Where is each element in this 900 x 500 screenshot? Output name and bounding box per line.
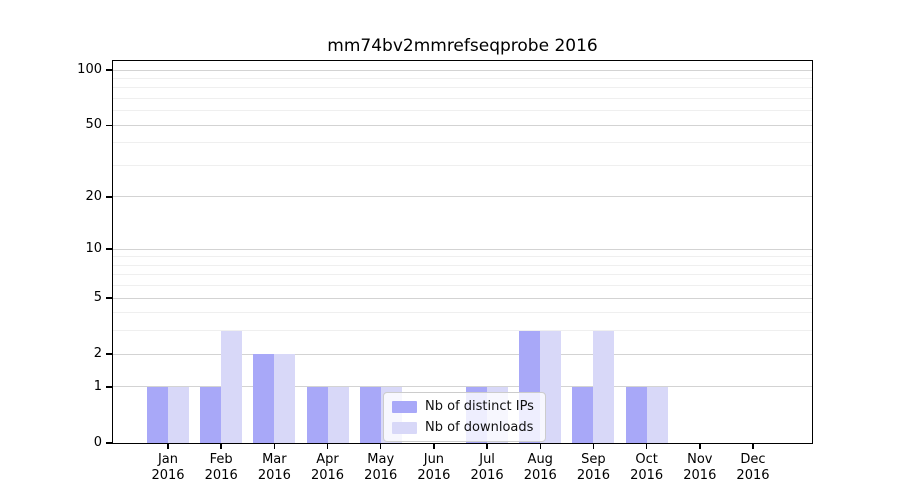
legend-label-downloads: Nb of downloads	[425, 420, 534, 435]
legend-item-downloads: Nb of downloads	[392, 420, 537, 435]
y-tick-5	[106, 297, 113, 299]
bar-distinct-ips-oct	[625, 386, 647, 443]
bar-distinct-ips-apr	[306, 386, 328, 443]
minor-gridline	[113, 98, 812, 100]
x-tick-apr	[326, 443, 329, 449]
legend-swatch-distinct-ips	[392, 400, 417, 413]
x-tick-oct	[645, 443, 648, 449]
minor-gridline	[113, 77, 812, 79]
x-tick-label-nov: Nov 2016	[683, 452, 717, 483]
bar-distinct-ips-mar	[253, 354, 275, 443]
bar-downloads-oct	[646, 386, 668, 443]
y-tick-label-0: 0	[93, 435, 102, 450]
x-tick-label-may: May 2016	[364, 452, 398, 483]
y-tick-label-20: 20	[85, 188, 102, 204]
bar-downloads-feb	[221, 330, 243, 443]
x-tick-may	[379, 443, 382, 449]
y-tick-10	[106, 248, 113, 250]
minor-gridline	[113, 110, 812, 112]
major-gridline-10	[113, 248, 812, 250]
x-tick-label-oct: Oct 2016	[630, 452, 664, 483]
y-tick-100	[106, 69, 113, 71]
major-gridline-100	[113, 69, 812, 71]
x-tick-dec	[752, 443, 754, 449]
y-tick-label-2: 2	[93, 346, 102, 362]
major-gridline-2	[113, 353, 812, 355]
x-tick-jan	[167, 443, 169, 449]
minor-gridline	[113, 312, 812, 314]
legend: Nb of distinct IPs Nb of downloads	[383, 392, 546, 442]
minor-gridline	[113, 330, 812, 332]
bar-downloads-mar	[274, 354, 296, 443]
bar-distinct-ips-sep	[572, 386, 594, 443]
x-tick-sep	[592, 443, 595, 449]
y-tick-2	[106, 353, 113, 355]
major-gridline-20	[113, 196, 812, 198]
x-tick-label-feb: Feb 2016	[204, 452, 238, 483]
x-tick-label-mar: Mar 2016	[257, 452, 291, 483]
major-gridline-1	[113, 386, 812, 388]
x-tick-mar	[273, 443, 276, 449]
legend-item-distinct-ips: Nb of distinct IPs	[392, 399, 537, 414]
x-tick-label-jun: Jun 2016	[417, 452, 451, 483]
y-tick-label-100: 100	[77, 62, 102, 78]
legend-swatch-downloads	[392, 421, 417, 434]
minor-gridline	[113, 274, 812, 276]
chart-title: mm74bv2mmrefseqprobe 2016	[327, 36, 598, 56]
minor-gridline	[113, 165, 812, 166]
y-tick-1	[106, 386, 113, 388]
minor-gridline	[113, 142, 812, 144]
minor-gridline	[113, 264, 812, 266]
y-tick-50	[106, 124, 113, 127]
x-tick-jul	[486, 443, 488, 449]
y-tick-label-1: 1	[93, 378, 102, 394]
bar-downloads-sep	[593, 330, 615, 443]
major-gridline-5	[113, 297, 812, 299]
bar-distinct-ips-feb	[200, 386, 222, 443]
bar-distinct-ips-jan	[147, 386, 168, 443]
x-tick-label-sep: Sep 2016	[576, 452, 610, 483]
y-tick-0	[106, 442, 113, 444]
minor-gridline	[113, 285, 812, 287]
legend-label-distinct-ips: Nb of distinct IPs	[425, 399, 534, 414]
x-tick-aug	[539, 443, 541, 449]
minor-gridline	[113, 256, 812, 258]
major-gridline-50	[113, 124, 812, 126]
y-tick-label-5: 5	[93, 290, 102, 306]
x-tick-feb	[220, 443, 222, 449]
y-tick-20	[106, 196, 113, 198]
bar-downloads-apr	[327, 386, 349, 443]
x-tick-label-jul: Jul 2016	[470, 452, 504, 483]
y-tick-label-10: 10	[85, 241, 102, 257]
bar-downloads-jan	[168, 386, 189, 443]
x-tick-jun	[433, 443, 435, 449]
x-tick-nov	[699, 443, 701, 449]
x-tick-label-apr: Apr 2016	[310, 452, 345, 483]
y-tick-label-50: 50	[85, 117, 102, 133]
bar-distinct-ips-may	[359, 386, 381, 443]
x-tick-label-aug: Aug 2016	[523, 452, 557, 483]
x-tick-label-jan: Jan 2016	[151, 452, 185, 483]
minor-gridline	[113, 87, 812, 89]
x-tick-label-dec: Dec 2016	[736, 452, 770, 483]
